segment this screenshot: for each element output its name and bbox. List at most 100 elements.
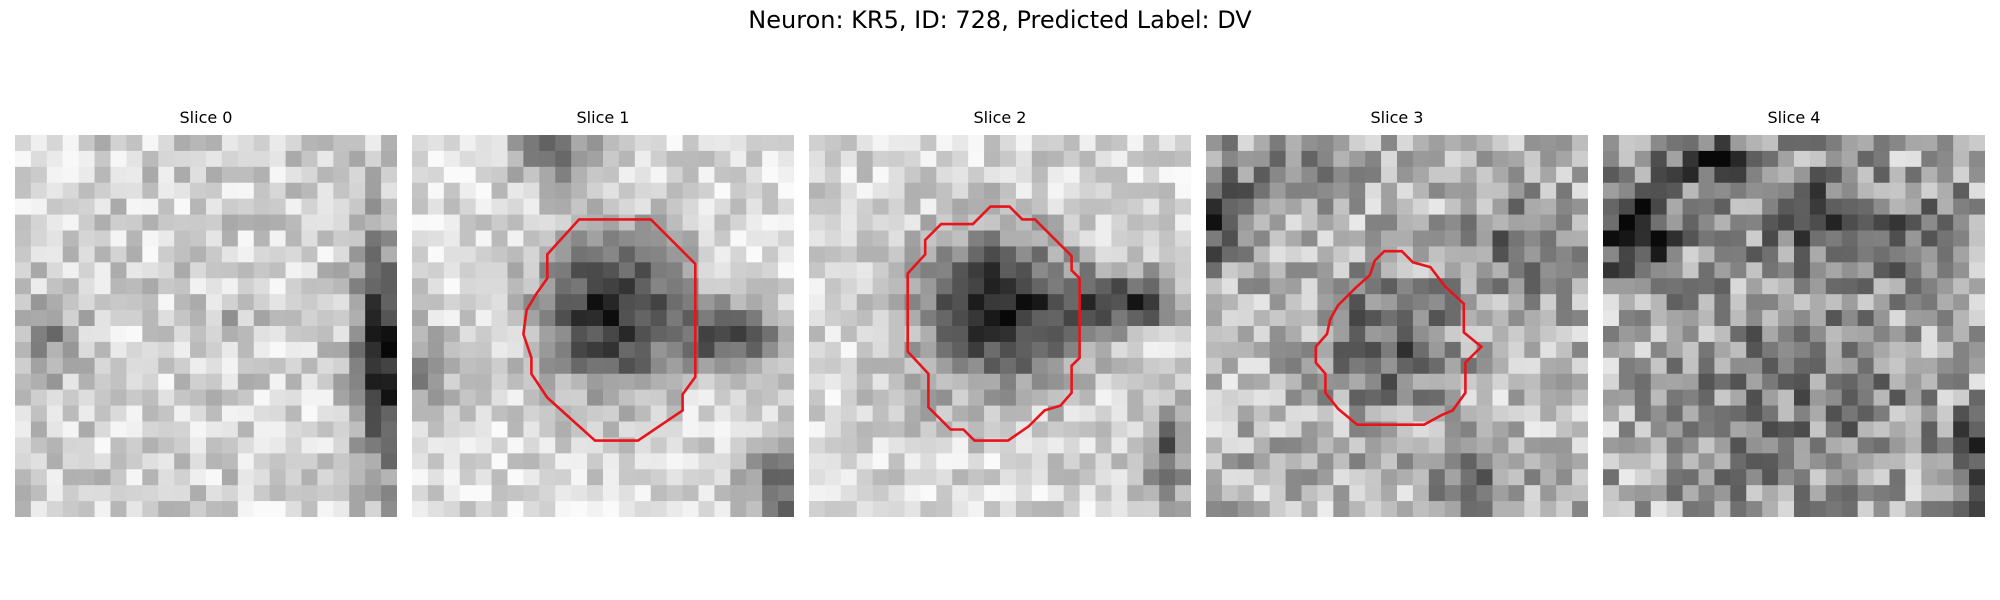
pixel-cell xyxy=(1127,501,1144,517)
pixel-cell xyxy=(1730,437,1747,454)
pixel-cell xyxy=(778,341,794,359)
pixel-cell xyxy=(1221,389,1239,406)
pixel-cell xyxy=(824,310,842,327)
pixel-cell xyxy=(221,182,239,200)
pixel-cell xyxy=(126,278,143,295)
pixel-cell xyxy=(1794,405,1811,422)
pixel-cell xyxy=(682,453,699,470)
pixel-cell xyxy=(110,373,127,391)
pixel-cell xyxy=(603,341,620,359)
pixel-cell xyxy=(237,150,255,168)
pixel-cell xyxy=(1572,310,1588,327)
pixel-cell xyxy=(1412,150,1430,168)
pixel-cell xyxy=(1221,326,1239,343)
pixel-cell xyxy=(94,357,111,375)
pixel-cell xyxy=(1063,501,1080,517)
pixel-cell xyxy=(1857,166,1874,184)
pixel-cell xyxy=(412,278,429,295)
pixel-cell xyxy=(730,501,747,517)
pixel-cell xyxy=(618,485,636,502)
pixel-cell xyxy=(1969,262,1985,279)
pixel-cell xyxy=(1937,214,1954,231)
pixel-cell xyxy=(1524,326,1541,343)
pixel-cell xyxy=(1825,405,1843,422)
pixel-cell xyxy=(1682,278,1699,295)
pixel-cell xyxy=(1698,341,1715,359)
pixel-cell xyxy=(888,278,905,295)
pixel-cell xyxy=(1794,341,1811,359)
pixel-cell xyxy=(809,310,826,327)
pixel-cell xyxy=(1349,469,1366,486)
pixel-cell xyxy=(190,469,207,486)
pixel-cell xyxy=(30,278,48,295)
pixel-cell xyxy=(1698,278,1715,295)
pixel-cell xyxy=(888,485,905,502)
pixel-cell xyxy=(110,326,127,343)
pixel-cell xyxy=(1953,214,1970,231)
pixel-cell xyxy=(475,357,492,375)
pixel-cell xyxy=(237,198,255,215)
pixel-cell xyxy=(1634,485,1652,502)
pixel-cell xyxy=(1682,341,1699,359)
pixel-cell xyxy=(1937,326,1954,343)
pixel-cell xyxy=(1921,262,1938,279)
pixel-cell xyxy=(523,214,540,231)
pixel-cell xyxy=(1794,485,1811,502)
pixel-cell xyxy=(381,469,397,486)
pixel-cell xyxy=(1047,214,1065,231)
pixel-cell xyxy=(237,135,255,152)
pixel-cell xyxy=(412,182,429,200)
pixel-cell xyxy=(349,230,366,247)
pixel-cell xyxy=(1095,405,1112,422)
pixel-cell xyxy=(1237,278,1255,295)
pixel-cell xyxy=(1015,166,1033,184)
pixel-cell xyxy=(840,341,858,359)
pixel-cell xyxy=(984,182,1001,200)
pixel-cell xyxy=(698,230,715,247)
pixel-cell xyxy=(269,135,286,152)
pixel-cell xyxy=(78,501,95,517)
pixel-cell xyxy=(253,182,271,200)
segmentation-contour xyxy=(522,218,697,442)
pixel-cell xyxy=(459,230,477,247)
pixel-cell xyxy=(1333,421,1350,438)
pixel-cell xyxy=(762,246,779,263)
pixel-cell xyxy=(1237,182,1255,200)
pixel-cell xyxy=(333,437,350,454)
pixel-cell xyxy=(1857,310,1874,327)
pixel-cell xyxy=(333,357,350,375)
pixel-cell xyxy=(872,389,889,406)
pixel-cell xyxy=(1714,230,1731,247)
pixel-cell xyxy=(1841,214,1859,231)
pixel-cell xyxy=(30,421,48,438)
pixel-cell xyxy=(555,294,572,311)
pixel-cell xyxy=(1397,437,1414,454)
pixel-cell xyxy=(412,357,429,375)
pixel-cell xyxy=(984,294,1001,311)
pixel-cell xyxy=(1825,198,1843,215)
pixel-cell xyxy=(1873,246,1890,263)
pixel-cell xyxy=(1794,326,1811,343)
pixel-cell xyxy=(1237,389,1255,406)
pixel-cell xyxy=(1175,357,1191,375)
pixel-cell xyxy=(78,182,95,200)
pixel-cell xyxy=(349,501,366,517)
pixel-cell xyxy=(920,453,937,470)
pixel-cell xyxy=(285,182,302,200)
pixel-cell xyxy=(1572,405,1588,422)
pixel-cell xyxy=(1365,389,1382,406)
pixel-cell xyxy=(682,182,699,200)
pixel-cell xyxy=(365,501,382,517)
pixel-cell xyxy=(126,341,143,359)
pixel-cell xyxy=(1301,453,1318,470)
pixel-cell xyxy=(94,437,111,454)
pixel-cell xyxy=(1206,389,1223,406)
pixel-cell xyxy=(301,310,318,327)
pixel-cell xyxy=(1253,485,1271,502)
pixel-cell xyxy=(1381,501,1398,517)
pixel-cell xyxy=(221,373,239,391)
pixel-cell xyxy=(1921,469,1938,486)
pixel-cell xyxy=(1666,294,1683,311)
pixel-cell xyxy=(714,166,731,184)
pixel-cell xyxy=(253,373,271,391)
